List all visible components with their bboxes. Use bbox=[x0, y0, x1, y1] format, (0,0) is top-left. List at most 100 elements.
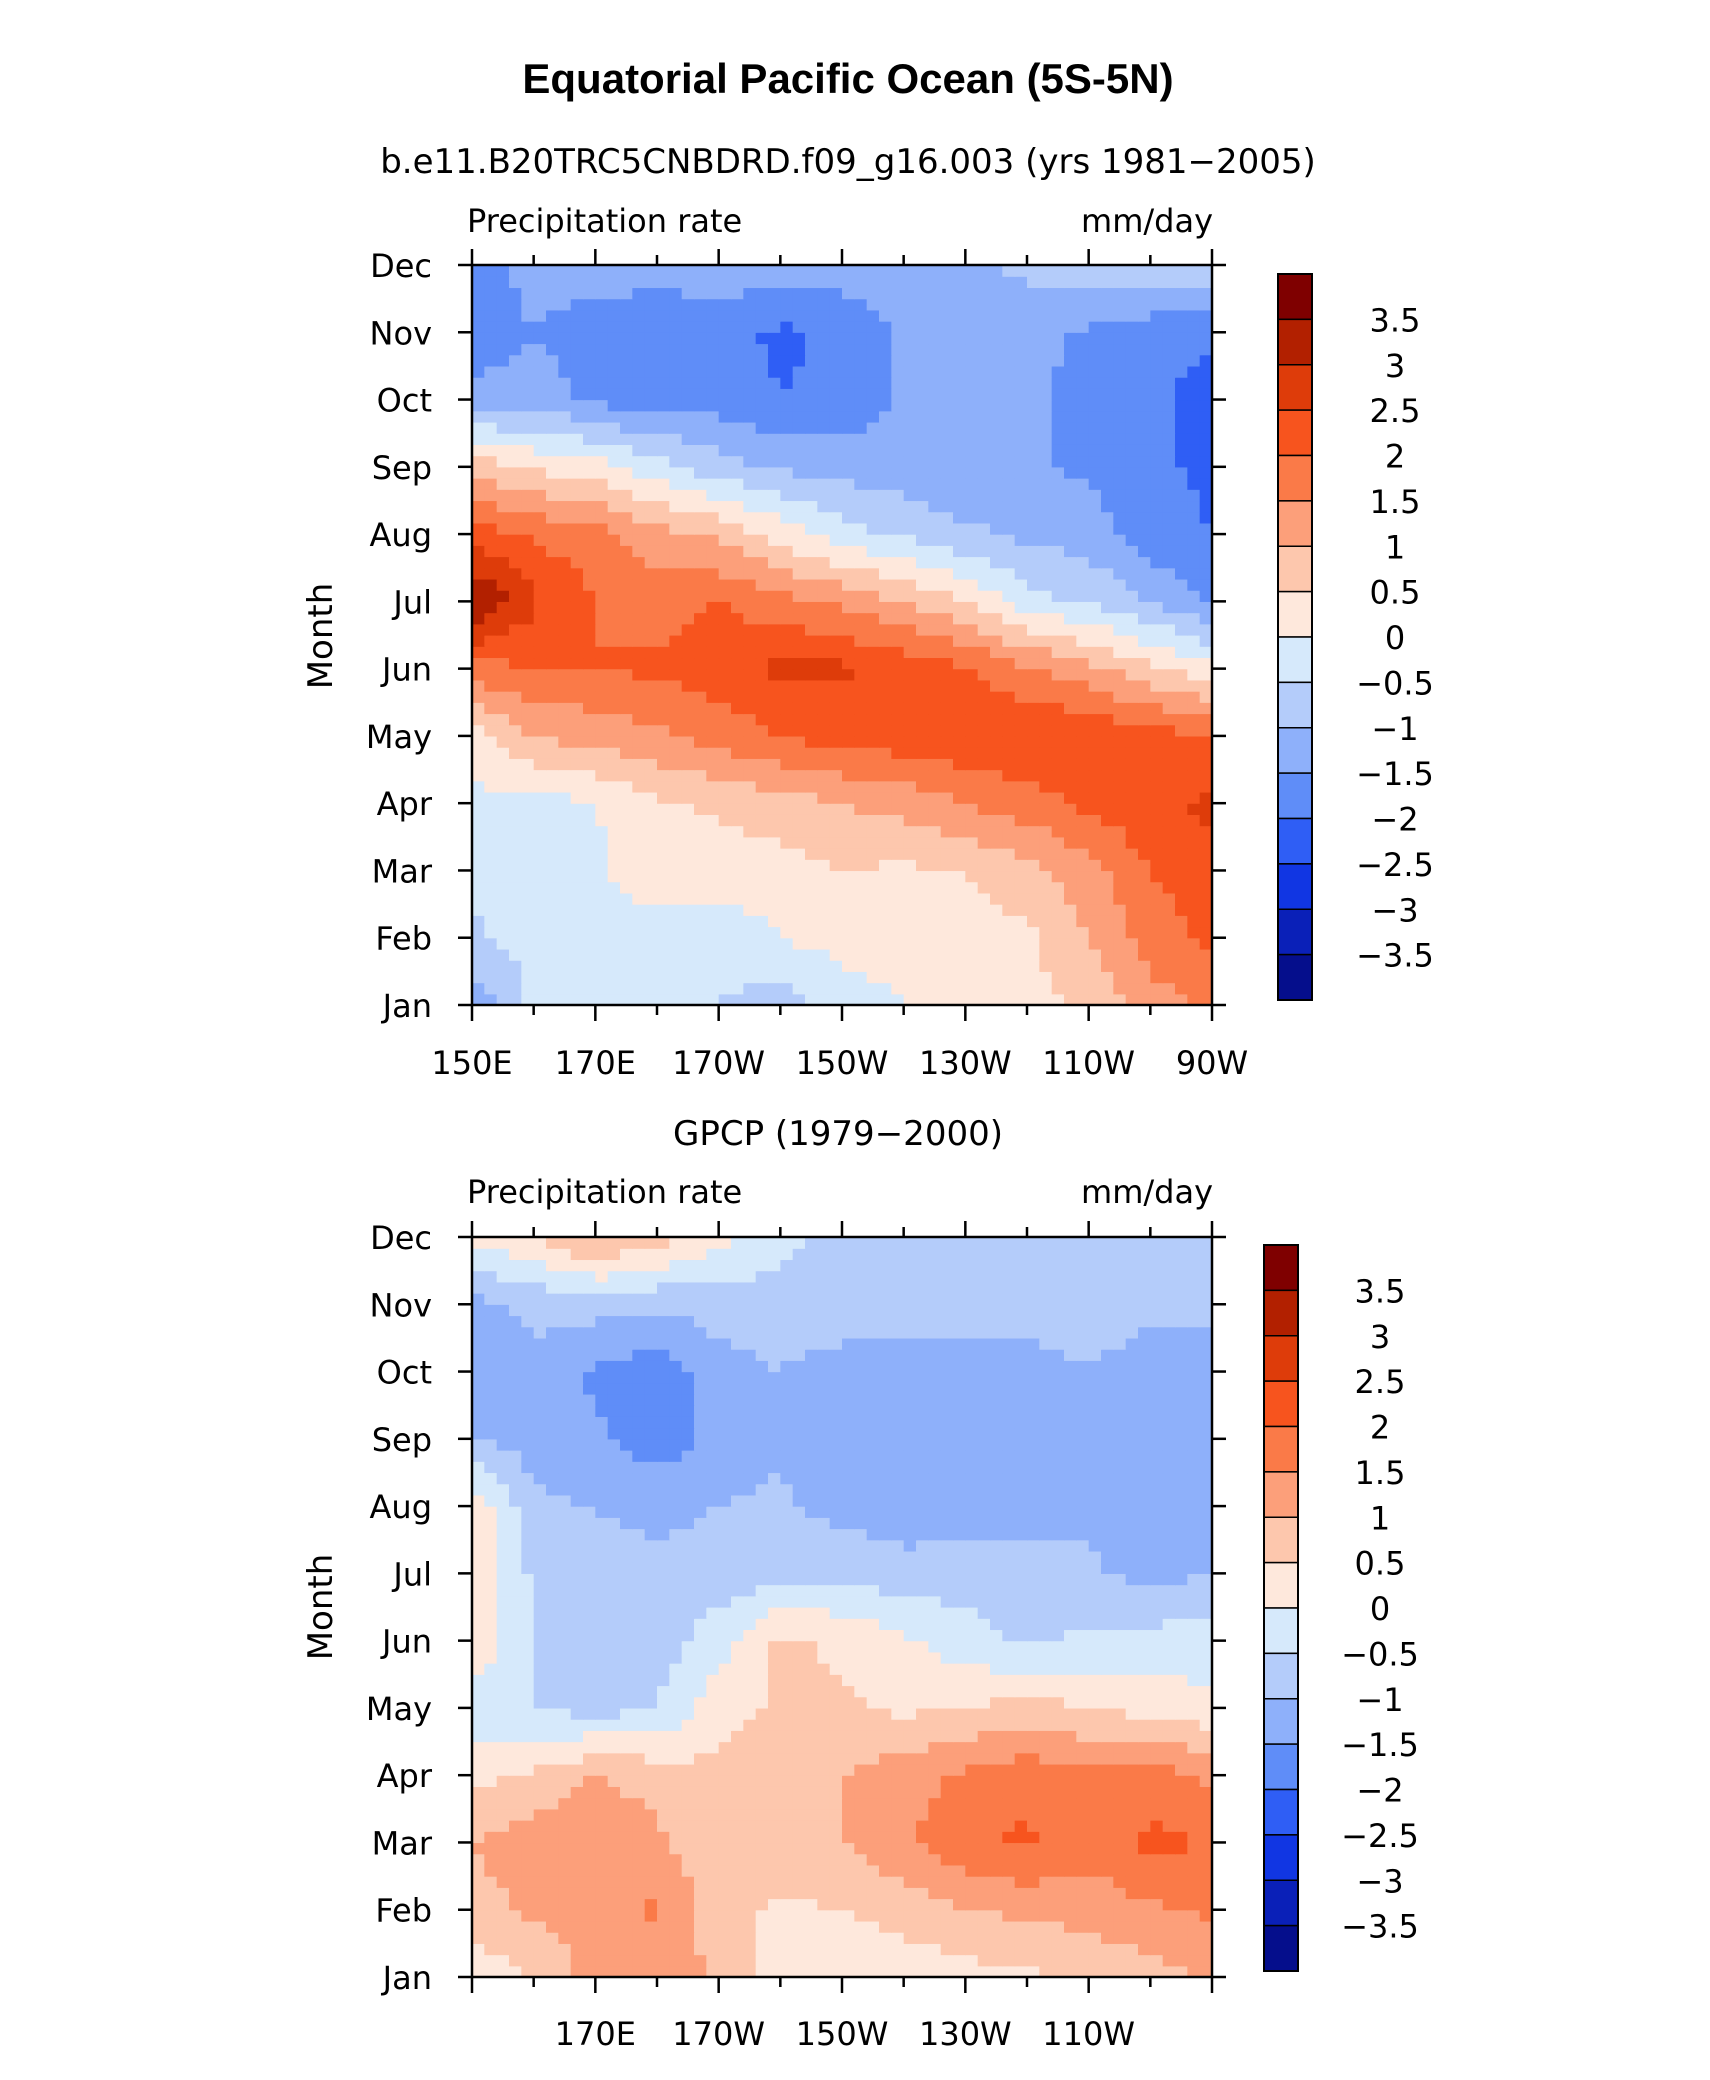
heat-cell bbox=[805, 545, 818, 558]
heat-cell bbox=[1064, 948, 1077, 961]
heat-cell bbox=[644, 915, 658, 928]
heat-cell bbox=[1113, 1943, 1127, 1956]
heat-cell bbox=[595, 1954, 609, 1967]
heat-cell bbox=[743, 489, 757, 502]
heat-cell bbox=[669, 1797, 683, 1810]
heat-cell bbox=[706, 444, 720, 457]
heat-cell bbox=[472, 388, 485, 401]
heat-cell bbox=[1113, 758, 1127, 771]
heat-cell bbox=[1051, 859, 1065, 872]
heat-cell bbox=[632, 1797, 646, 1810]
heat-cell bbox=[583, 567, 596, 580]
heat-cell bbox=[484, 1797, 498, 1810]
heat-cell bbox=[1187, 489, 1201, 502]
heat-cell bbox=[1125, 354, 1139, 367]
heat-cell bbox=[1051, 1898, 1065, 1911]
heat-cell bbox=[731, 1864, 744, 1877]
heat-cell bbox=[866, 433, 880, 445]
heat-cell bbox=[854, 590, 868, 602]
heat-cell bbox=[595, 993, 609, 1006]
heat-cell bbox=[805, 388, 818, 401]
heat-cell bbox=[496, 265, 510, 277]
heat-cell bbox=[632, 1965, 646, 1978]
heat-cell bbox=[509, 1864, 522, 1877]
heat-cell bbox=[595, 635, 609, 647]
heat-cell bbox=[657, 1842, 670, 1855]
heat-cell bbox=[1051, 287, 1065, 300]
heat-cell bbox=[558, 578, 572, 591]
heat-cell bbox=[521, 534, 535, 546]
heat-cell bbox=[509, 758, 522, 771]
heat-cell bbox=[1162, 522, 1176, 535]
heat-cell bbox=[570, 679, 584, 692]
heat-cell bbox=[595, 343, 609, 356]
heat-cell bbox=[546, 321, 559, 333]
heat-cell bbox=[1101, 466, 1114, 479]
heat-cell bbox=[903, 814, 917, 827]
heat-cell bbox=[533, 747, 547, 759]
heat-cell bbox=[1051, 265, 1065, 277]
heat-cell bbox=[743, 668, 757, 681]
heat-cell bbox=[1138, 478, 1151, 490]
heat-cell bbox=[681, 601, 695, 614]
heat-cell bbox=[472, 791, 485, 804]
heat-cell bbox=[953, 881, 966, 894]
heat-cell bbox=[829, 1853, 843, 1866]
heat-cell bbox=[1162, 433, 1176, 445]
heat-cell bbox=[1138, 859, 1151, 872]
heat-cell bbox=[595, 478, 609, 490]
heat-cell bbox=[1076, 993, 1090, 1006]
heat-cell bbox=[1076, 1831, 1090, 1844]
heat-cell bbox=[817, 410, 831, 423]
heat-cell bbox=[1088, 1898, 1102, 1911]
heat-cell bbox=[1027, 388, 1040, 401]
heat-cell bbox=[1014, 803, 1028, 815]
heat-cell bbox=[1199, 747, 1213, 759]
heat-cell bbox=[1162, 556, 1176, 569]
heat-cell bbox=[1014, 556, 1028, 569]
heat-cell bbox=[509, 803, 522, 815]
heat-cell bbox=[1150, 937, 1164, 950]
heat-cell bbox=[1138, 904, 1151, 916]
heat-cell bbox=[694, 545, 707, 558]
heat-cell bbox=[879, 623, 892, 636]
colorbar-label: 0 bbox=[1385, 619, 1405, 657]
heat-cell bbox=[1125, 679, 1139, 692]
heat-cell bbox=[854, 735, 868, 748]
heat-cell bbox=[743, 870, 757, 883]
heat-cell bbox=[644, 466, 658, 479]
heat-cell bbox=[1027, 601, 1040, 614]
heat-cell bbox=[916, 769, 929, 782]
heat-cell bbox=[620, 1842, 633, 1855]
heat-cell bbox=[916, 578, 929, 591]
heat-cell bbox=[1076, 1820, 1090, 1832]
heat-cell bbox=[1051, 1954, 1065, 1967]
heat-cell bbox=[570, 1820, 584, 1832]
heat-cell bbox=[718, 500, 732, 513]
heat-cell bbox=[694, 892, 707, 905]
heat-cell bbox=[829, 926, 843, 939]
heat-cell bbox=[1187, 892, 1201, 905]
heat-cell bbox=[1076, 803, 1090, 815]
heat-cell bbox=[829, 937, 843, 950]
heat-cell bbox=[903, 567, 917, 580]
heat-cell bbox=[842, 309, 855, 322]
heat-cell bbox=[1138, 1887, 1151, 1900]
heat-cell bbox=[1002, 365, 1016, 378]
heat-cell bbox=[570, 309, 584, 322]
heat-cell bbox=[657, 926, 670, 939]
heat-cell bbox=[632, 982, 646, 995]
heat-cell bbox=[1076, 657, 1090, 670]
heat-cell bbox=[928, 309, 942, 322]
heat-cell bbox=[755, 904, 769, 916]
y-tick-label: Dec bbox=[370, 247, 432, 285]
heat-cell bbox=[706, 904, 720, 916]
heat-cell bbox=[681, 691, 695, 703]
heat-cell bbox=[953, 1853, 966, 1866]
heat-cell bbox=[829, 489, 843, 502]
heat-cell bbox=[1125, 657, 1139, 670]
heat-cell bbox=[521, 926, 535, 939]
heat-cell bbox=[879, 309, 892, 322]
heat-cell bbox=[570, 870, 584, 883]
heat-cell bbox=[1088, 859, 1102, 872]
